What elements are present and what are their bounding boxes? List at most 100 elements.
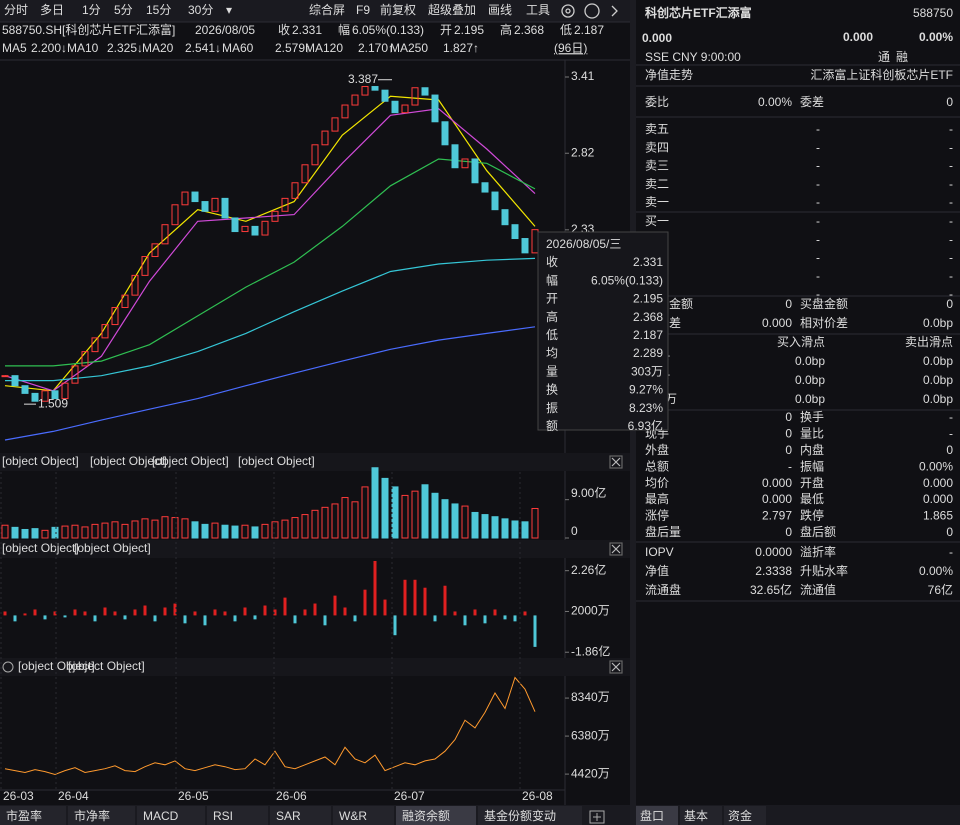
- field-label: 最低: [800, 492, 824, 506]
- ma-line: [5, 257, 536, 382]
- volume-bar: [421, 484, 429, 539]
- toolbar-button[interactable]: ▾: [226, 3, 232, 17]
- toolbar-button[interactable]: 前复权: [380, 2, 416, 17]
- change-bar: [373, 560, 377, 616]
- tooltip: [537, 231, 669, 431]
- toolbar-button[interactable]: F9: [356, 3, 370, 17]
- change-bar: [333, 595, 337, 616]
- candle: [511, 224, 519, 240]
- tab[interactable]: [396, 806, 476, 825]
- side-tab[interactable]: [680, 806, 722, 825]
- field-value: 0.00%: [919, 564, 953, 578]
- book-volume: -: [949, 177, 953, 191]
- field-label: 盘后额: [800, 524, 836, 539]
- side-tab[interactable]: [724, 806, 766, 825]
- candle: [421, 87, 429, 96]
- tab[interactable]: [270, 806, 331, 825]
- low-label: 1.509: [38, 396, 68, 410]
- change-bar: [303, 609, 307, 616]
- quote-tag: 通: [878, 50, 890, 64]
- candle: [501, 209, 509, 226]
- tab[interactable]: [68, 806, 135, 825]
- ma-label: MA250: [390, 41, 428, 55]
- candle: [31, 392, 39, 402]
- volume-bar: [231, 525, 239, 539]
- slippage-value: 0.0bp: [923, 392, 953, 406]
- volume-bar: [471, 511, 479, 539]
- tooltip-label: 幅: [546, 272, 558, 287]
- field-value: 0.000: [762, 316, 792, 330]
- candle: [331, 117, 339, 132]
- toolbar-button[interactable]: 多日: [40, 3, 64, 17]
- tooltip-value: 2.331: [633, 255, 663, 269]
- field-value: 0.000: [762, 492, 792, 506]
- candle: [51, 390, 59, 400]
- volume-bar: [371, 467, 379, 539]
- field-value: 0.0bp: [923, 316, 953, 330]
- field-label: 升贴水率: [800, 563, 848, 578]
- field-label: 跌停: [800, 508, 824, 523]
- tab-add[interactable]: [589, 810, 605, 824]
- field-label: 流通值: [800, 582, 836, 597]
- slippage-header: 卖出滑点: [905, 335, 953, 349]
- book-volume: -: [949, 232, 953, 246]
- candle: [91, 337, 99, 353]
- candle: [341, 104, 349, 119]
- info-value: 6.05%(0.133): [352, 23, 424, 37]
- tab-label: 融资余额: [402, 808, 450, 823]
- change-bar: [273, 609, 277, 616]
- volume-bar: [151, 519, 159, 539]
- change-bar: [43, 615, 47, 620]
- toolbar-button[interactable]: 1分: [82, 3, 101, 17]
- toolbar-button[interactable]: 画线: [488, 3, 512, 17]
- change-bar: [413, 579, 417, 616]
- ma-line: [5, 158, 536, 367]
- tab[interactable]: [478, 806, 582, 825]
- tab[interactable]: [137, 806, 205, 825]
- info-label: 高: [500, 22, 512, 37]
- volume-bar: [481, 514, 489, 539]
- toolbar-button[interactable]: 5分: [114, 3, 133, 17]
- field-value: 0: [785, 427, 792, 441]
- toolbar-button[interactable]: 工具: [526, 3, 550, 17]
- candle: [431, 94, 439, 123]
- range-label[interactable]: (96日): [554, 41, 587, 55]
- candle: [201, 201, 209, 212]
- tab-label: SAR: [276, 809, 301, 823]
- toolbar-icons[interactable]: [561, 3, 618, 19]
- info-label: 收: [278, 23, 290, 37]
- help-icon[interactable]: [2, 661, 14, 673]
- tab[interactable]: [0, 806, 66, 825]
- close-icons[interactable]: [609, 455, 623, 674]
- toolbar-button[interactable]: 超级叠加: [428, 2, 476, 17]
- field-value: 2.797: [762, 509, 792, 523]
- change-bar: [93, 615, 97, 622]
- candle: [21, 385, 29, 394]
- candle: [291, 182, 299, 199]
- candle: [131, 274, 139, 296]
- book-price: -: [816, 269, 820, 283]
- toolbar-button[interactable]: 综合屏: [309, 2, 345, 17]
- tooltip-value: 8.23%: [629, 401, 663, 415]
- ma-value: 2.579↑: [275, 41, 311, 55]
- candle: [351, 94, 359, 106]
- volume-bar: [531, 507, 539, 539]
- volume-bar: [301, 514, 309, 539]
- side-tab-label: 基本: [684, 809, 708, 823]
- book-price: -: [816, 122, 820, 136]
- volume-bar: [251, 526, 259, 539]
- toolbar-button[interactable]: 30分: [188, 3, 213, 17]
- tab[interactable]: [207, 806, 268, 825]
- candle: [461, 158, 469, 169]
- toolbar-button[interactable]: 15分: [146, 3, 171, 17]
- candle: [241, 225, 249, 233]
- ma-line: [4, 326, 536, 441]
- volume-bar: [401, 494, 409, 539]
- book-label: 卖一: [645, 195, 669, 209]
- security-code: 588750.SH[科创芯片ETF汇添富]: [2, 22, 175, 37]
- date-label: 26-03: [3, 789, 34, 803]
- tab[interactable]: [333, 806, 394, 825]
- toolbar-button[interactable]: 分时: [4, 3, 28, 17]
- candle: [401, 104, 409, 114]
- side-tab[interactable]: [636, 806, 678, 825]
